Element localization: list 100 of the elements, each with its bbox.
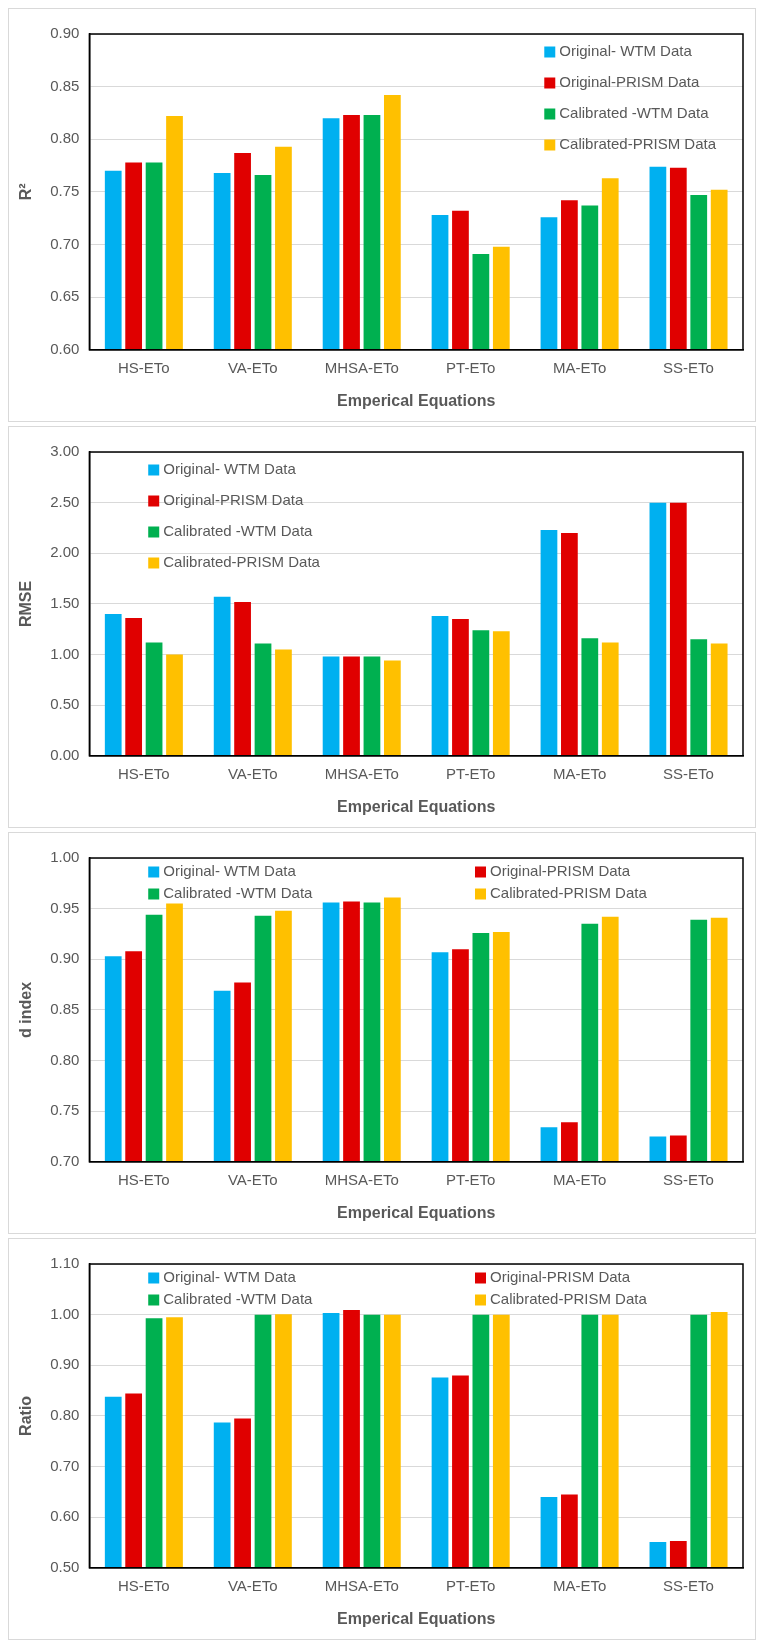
x-tick-label: MHSA-ETo [324,1170,399,1188]
y-tick-label: 0.60 [50,339,80,357]
x-tick-label: MHSA-ETo [324,764,399,782]
x-axis-title: Emperical Equations [337,797,496,815]
bar [145,642,163,756]
y-tick-label: 0.80 [50,129,80,147]
x-tick-label: PT-ETo [446,1170,496,1188]
bar [492,631,510,756]
x-tick-label: SS-ETo [663,1170,714,1188]
bar [363,656,381,756]
x-tick-label: MHSA-ETo [324,1576,399,1594]
y-axis-title: RMSE [17,580,35,628]
legend-label: Calibrated -WTM Data [559,104,710,122]
y-tick-label: 0.95 [50,898,80,916]
bar [383,660,401,756]
bar [104,614,122,756]
y-tick-label: 0.75 [50,1101,80,1119]
y-tick-label: 0.65 [50,287,80,305]
legend-label: Calibrated-PRISM Data [163,553,321,571]
x-tick-label: HS-ETo [118,358,170,376]
legend-label: Calibrated-PRISM Data [559,135,717,153]
x-tick-label: PT-ETo [446,358,496,376]
legend-label: Original- WTM Data [163,862,297,880]
legend-label: Calibrated -WTM Data [163,884,314,902]
y-axis-title: d index [17,981,35,1038]
x-tick-label: PT-ETo [446,1576,496,1594]
y-tick-label: 0.90 [50,24,80,42]
y-tick-label: 1.00 [50,1304,80,1322]
bar [254,643,272,756]
legend-label: Original- WTM Data [163,460,297,478]
legend-label: Calibrated-PRISM Data [490,884,648,902]
y-tick-label: 0.85 [50,76,80,94]
bar [125,618,143,756]
bar [581,638,599,756]
y-tick-label: 0.60 [50,1507,80,1525]
bar [540,529,558,756]
bar [213,596,231,756]
bar [431,616,449,756]
x-tick-label: MA-ETo [552,1576,607,1594]
x-axis-title: Emperical Equations [337,391,496,409]
y-tick-label: 1.10 [50,1254,80,1272]
y-tick-label: 0.85 [50,1000,80,1018]
y-tick-label: 1.00 [50,644,80,662]
bar [669,502,687,756]
y-tick-label: 0.80 [50,1050,80,1068]
y-tick-label: 0.00 [50,745,80,763]
x-tick-label: VA-ETo [227,1170,278,1188]
y-tick-label: 2.50 [50,492,80,510]
legend-label: Calibrated-PRISM Data [490,1290,648,1308]
legend-label: Original- WTM Data [163,1268,297,1286]
x-tick-label: MA-ETo [552,1170,607,1188]
x-tick-label: HS-ETo [118,1170,170,1188]
y-tick-label: 0.50 [50,1557,80,1575]
x-axis-title: Emperical Equations [337,1609,496,1627]
bar [649,502,667,756]
bar [275,649,292,756]
bar [166,654,183,756]
bar [322,656,340,756]
x-tick-label: VA-ETo [227,1576,278,1594]
x-tick-label: MHSA-ETo [324,358,399,376]
x-tick-label: VA-ETo [227,358,278,376]
x-tick-label: PT-ETo [446,764,496,782]
y-tick-label: 0.50 [50,695,80,713]
y-tick-label: 3.00 [50,442,80,460]
x-tick-label: MA-ETo [552,358,607,376]
legend-label: Original-PRISM Data [559,73,700,91]
x-tick-label: SS-ETo [663,1576,714,1594]
bar [343,656,360,756]
y-tick-label: 0.75 [50,182,80,200]
y-tick-label: 1.00 [50,848,80,866]
x-tick-label: SS-ETo [663,764,714,782]
y-tick-label: 0.90 [50,1355,80,1373]
y-tick-label: 0.70 [50,234,80,252]
x-tick-label: VA-ETo [227,764,278,782]
y-tick-label: 1.50 [50,594,80,612]
bar [690,639,708,756]
bar [561,533,578,756]
bar [710,643,728,756]
y-axis-title: Ratio [17,1395,35,1436]
x-tick-label: SS-ETo [663,358,714,376]
x-axis-title: Emperical Equations [337,1203,496,1221]
y-tick-label: 0.80 [50,1406,80,1424]
y-tick-label: 2.00 [50,543,80,561]
legend-label: Original-PRISM Data [490,1268,631,1286]
y-axis-title: R² [17,183,35,201]
legend-label: Original-PRISM Data [163,491,304,509]
bar [601,642,619,756]
y-tick-label: 0.90 [50,949,80,967]
x-tick-label: HS-ETo [118,1576,170,1594]
y-tick-label: 0.70 [50,1456,80,1474]
legend-label: Original-PRISM Data [490,862,631,880]
legend-label: Calibrated -WTM Data [163,1290,314,1308]
bar [234,601,251,756]
bar [472,630,490,756]
legend-label: Original- WTM Data [559,42,693,60]
y-tick-label: 0.70 [50,1151,80,1169]
bar [452,619,469,756]
x-tick-label: MA-ETo [552,764,607,782]
legend-label: Calibrated -WTM Data [163,522,314,540]
x-tick-label: HS-ETo [118,764,170,782]
